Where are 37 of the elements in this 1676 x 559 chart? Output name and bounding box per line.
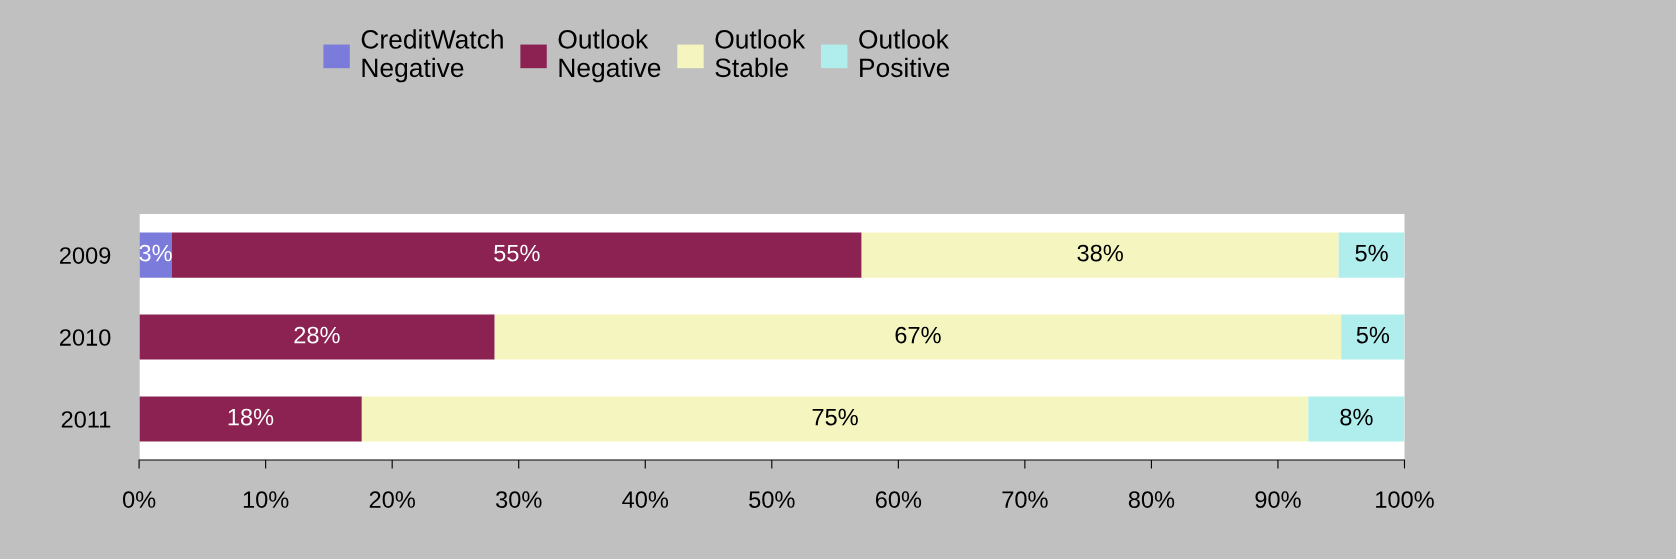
data-label: 3% (139, 244, 172, 262)
data-label: 38% (1077, 244, 1123, 262)
x-tick-label: 80% (1128, 491, 1175, 508)
x-tick-label: 20% (369, 491, 415, 508)
bar (139, 396, 362, 442)
bar (1341, 314, 1405, 360)
bar (361, 396, 1309, 442)
bar (1338, 232, 1405, 278)
legend-label: CreditWatch Negative (361, 29, 503, 83)
legend-label: Outlook Positive (859, 29, 950, 78)
x-tick-label: 90% (1255, 491, 1301, 508)
y-tick-label: 2009 (60, 247, 111, 264)
x-tick-label: 60% (875, 491, 922, 508)
data-label: 75% (812, 408, 858, 426)
data-label: 67% (895, 326, 941, 344)
data-label: 18% (228, 408, 274, 426)
data-label: 5% (1355, 244, 1388, 262)
bar (494, 314, 1342, 360)
data-label: 28% (294, 326, 340, 344)
x-tick-label: 10% (243, 491, 289, 508)
x-tick-label: 70% (1002, 491, 1048, 508)
legend-label: Outlook Stable (715, 29, 806, 78)
bar (861, 232, 1339, 278)
x-tick-label: 30% (495, 491, 542, 508)
x-tick-label: 100% (1376, 491, 1434, 508)
x-tick-label: 50% (749, 491, 795, 508)
bar (1308, 396, 1405, 442)
y-tick-label: 2011 (61, 411, 111, 428)
data-label: 55% (494, 244, 540, 262)
data-label: 8% (1340, 408, 1373, 426)
y-tick-label: 2010 (60, 329, 111, 346)
bar (139, 314, 495, 360)
bar (172, 232, 862, 278)
x-tick-label: 40% (622, 491, 669, 508)
data-label: 5% (1356, 326, 1390, 344)
legend-label: Outlook Negative (558, 29, 661, 83)
x-tick-label: 0% (122, 491, 156, 508)
